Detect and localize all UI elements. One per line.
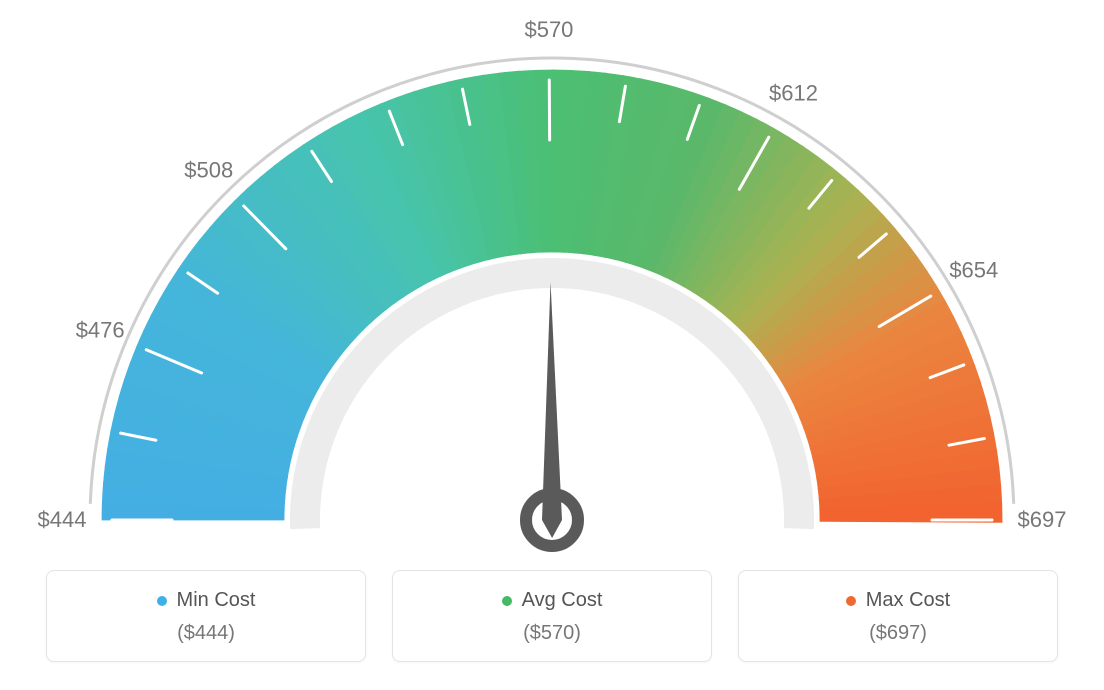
tick-label: $612 [769, 81, 818, 106]
legend-value: ($444) [57, 622, 355, 645]
legend-card-avg: Avg Cost ($570) [392, 570, 712, 662]
legend-card-max: Max Cost ($697) [738, 570, 1058, 662]
legend-label: Avg Cost [522, 589, 603, 612]
tick-label: $697 [1018, 507, 1067, 532]
legend-card-min: Min Cost ($444) [46, 570, 366, 662]
legend-dot-icon [502, 596, 512, 606]
legend-value: ($697) [749, 622, 1047, 645]
tick-label: $654 [949, 258, 998, 283]
legend-dot-icon [846, 596, 856, 606]
legend-label: Min Cost [177, 589, 256, 612]
tick-label: $444 [38, 507, 87, 532]
tick-label: $570 [524, 17, 573, 42]
tick-label: $476 [76, 317, 125, 342]
legend-row: Min Cost ($444) Avg Cost ($570) Max Cost ($69… [0, 570, 1104, 662]
gauge-svg: $444 $476 $508 $570 $612 $654 $697 [0, 0, 1104, 560]
legend-value: ($570) [403, 622, 701, 645]
cost-gauge: $444 $476 $508 $570 $612 $654 $697 [0, 0, 1104, 560]
legend-dot-icon [157, 596, 167, 606]
tick-label: $508 [184, 157, 233, 182]
legend-label: Max Cost [866, 589, 950, 612]
